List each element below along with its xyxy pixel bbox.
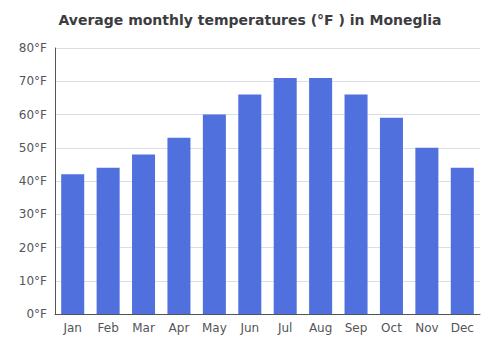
svg-text:30°F: 30°F <box>19 207 47 221</box>
svg-text:40°F: 40°F <box>19 174 47 188</box>
svg-text:Apr: Apr <box>169 321 190 335</box>
svg-text:20°F: 20°F <box>19 241 47 255</box>
svg-text:60°F: 60°F <box>19 108 47 122</box>
svg-text:Nov: Nov <box>415 321 438 335</box>
svg-text:50°F: 50°F <box>19 141 47 155</box>
svg-text:Mar: Mar <box>132 321 155 335</box>
svg-text:Oct: Oct <box>381 321 402 335</box>
svg-text:Jun: Jun <box>239 321 259 335</box>
svg-text:10°F: 10°F <box>19 274 47 288</box>
svg-text:Jan: Jan <box>62 321 82 335</box>
svg-text:70°F: 70°F <box>19 74 47 88</box>
svg-text:Aug: Aug <box>309 321 332 335</box>
svg-text:0°F: 0°F <box>26 307 47 321</box>
svg-text:May: May <box>202 321 227 335</box>
svg-text:Sep: Sep <box>345 321 368 335</box>
svg-text:Dec: Dec <box>451 321 474 335</box>
svg-text:Feb: Feb <box>98 321 119 335</box>
svg-text:Average monthly temperatures (: Average monthly temperatures (°F ) in Mo… <box>58 12 441 28</box>
svg-text:Jul: Jul <box>277 321 292 335</box>
svg-text:80°F: 80°F <box>19 41 47 55</box>
